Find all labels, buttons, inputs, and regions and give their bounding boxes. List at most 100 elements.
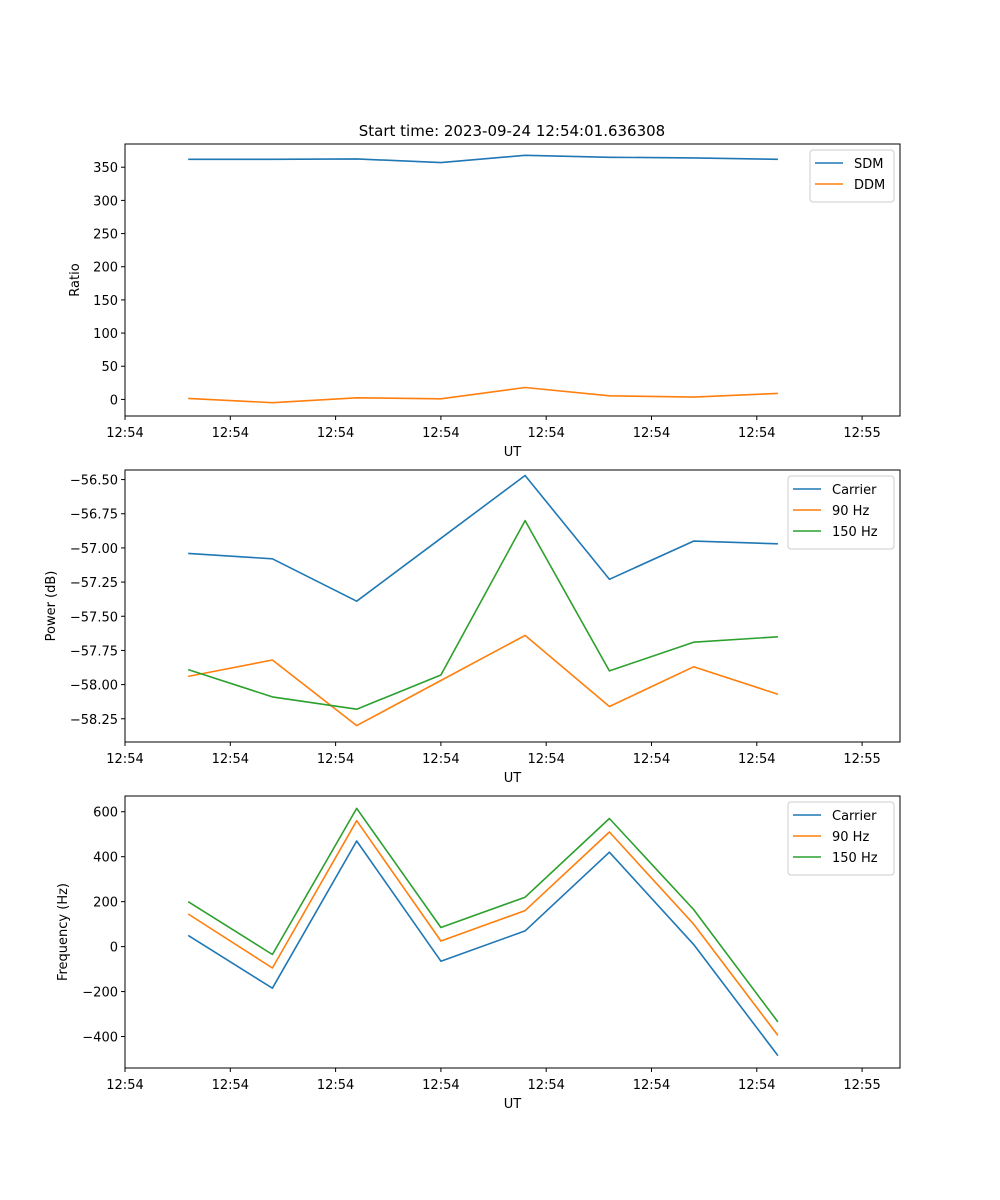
data-point-ddm xyxy=(440,398,442,400)
data-point-150-hz xyxy=(187,669,189,671)
legend-label: SDM xyxy=(854,157,883,172)
y-axis-label: Frequency (Hz) xyxy=(56,883,71,981)
y-tick-label: 150 xyxy=(93,294,118,309)
data-point-carrier xyxy=(524,930,526,932)
data-point-90-hz xyxy=(524,910,526,912)
x-tick-label: 12:54 xyxy=(212,426,249,441)
y-axis-label: Power (dB) xyxy=(44,571,59,642)
data-point-sdm xyxy=(440,162,442,164)
x-tick-label: 12:54 xyxy=(738,1078,775,1093)
y-tick-label: 400 xyxy=(93,851,118,866)
y-tick-label: 50 xyxy=(101,360,118,375)
data-point-ddm xyxy=(271,402,273,404)
data-point-150-hz xyxy=(693,641,695,643)
y-tick-label: −400 xyxy=(82,1031,118,1046)
data-point-150-hz xyxy=(440,927,442,929)
legend-label: 90 Hz xyxy=(832,504,869,519)
data-point-carrier xyxy=(271,558,273,560)
data-point-ddm xyxy=(693,396,695,398)
x-axis-label: UT xyxy=(504,1097,522,1112)
legend-label: 150 Hz xyxy=(832,525,878,540)
y-tick-label: −57.25 xyxy=(70,576,118,591)
x-tick-label: 12:54 xyxy=(738,752,775,767)
data-point-sdm xyxy=(777,158,779,160)
data-point-90-hz xyxy=(693,666,695,668)
data-point-150-hz xyxy=(187,901,189,903)
x-axis-label: UT xyxy=(504,771,522,786)
data-point-150-hz xyxy=(608,670,610,672)
x-tick-label: 12:54 xyxy=(633,426,670,441)
data-point-carrier xyxy=(271,987,273,989)
y-tick-label: −58.00 xyxy=(70,679,118,694)
data-point-90-hz xyxy=(524,634,526,636)
data-point-ddm xyxy=(524,386,526,388)
legend-label: 90 Hz xyxy=(832,830,869,845)
data-point-sdm xyxy=(693,157,695,159)
x-tick-label: 12:54 xyxy=(422,752,459,767)
data-point-150-hz xyxy=(440,674,442,676)
data-point-carrier xyxy=(777,543,779,545)
data-point-90-hz xyxy=(271,967,273,969)
figure-title: Start time: 2023-09-24 12:54:01.636308 xyxy=(359,122,665,140)
x-axis-label: UT xyxy=(504,445,522,460)
x-tick-label: 12:54 xyxy=(633,1078,670,1093)
x-tick-label: 12:54 xyxy=(633,752,670,767)
series-line-sdm xyxy=(188,154,778,164)
data-point-carrier xyxy=(356,840,358,842)
x-tick-label: 12:55 xyxy=(843,1078,880,1093)
power-panel: −58.25 −58.00 −57.75 −57.50 −57.25 −57.00 −56.… xyxy=(44,469,901,786)
data-point-sdm xyxy=(608,156,610,158)
y-tick-label: −57.50 xyxy=(70,610,118,625)
x-tick-label: 12:54 xyxy=(317,1078,354,1093)
y-tick-label: −58.25 xyxy=(70,713,118,728)
x-tick-label: 12:54 xyxy=(212,752,249,767)
data-point-sdm xyxy=(356,158,358,160)
y-tick-label: −57.75 xyxy=(70,644,118,659)
data-point-carrier xyxy=(440,960,442,962)
y-tick-label: 0 xyxy=(110,393,118,408)
data-point-90-hz xyxy=(693,923,695,925)
data-point-90-hz xyxy=(608,705,610,707)
data-point-carrier xyxy=(187,934,189,936)
y-tick-label: 200 xyxy=(93,896,118,911)
data-point-150-hz xyxy=(271,953,273,955)
data-point-90-hz xyxy=(356,820,358,822)
data-point-carrier xyxy=(608,851,610,853)
data-point-90-hz xyxy=(440,940,442,942)
data-point-ddm xyxy=(356,397,358,399)
y-tick-label: 350 xyxy=(93,161,118,176)
y-tick-label: 100 xyxy=(93,327,118,342)
data-point-150-hz xyxy=(777,1021,779,1023)
data-point-150-hz xyxy=(524,520,526,522)
x-tick-label: 12:54 xyxy=(527,1078,564,1093)
data-point-ddm xyxy=(608,395,610,397)
legend-label: DDM xyxy=(854,178,885,193)
y-tick-label: 250 xyxy=(93,228,118,243)
legend-label: Carrier xyxy=(832,483,877,498)
axes-frame xyxy=(124,469,901,743)
y-tick-label: 300 xyxy=(93,194,118,209)
data-point-sdm xyxy=(524,154,526,156)
series-line-150-hz xyxy=(187,519,778,711)
x-tick-label: 12:54 xyxy=(527,426,564,441)
legend-label: Carrier xyxy=(832,809,877,824)
data-point-carrier xyxy=(608,578,610,580)
series-line-150-hz xyxy=(187,807,779,1023)
x-tick-label: 12:54 xyxy=(106,426,143,441)
data-point-90-hz xyxy=(440,679,442,681)
data-point-ddm xyxy=(187,397,189,399)
series-line-90-hz xyxy=(188,634,779,727)
y-tick-label: 600 xyxy=(93,806,118,821)
data-point-150-hz xyxy=(608,817,610,819)
data-point-sdm xyxy=(187,158,189,160)
data-point-150-hz xyxy=(693,909,695,911)
y-tick-label: 200 xyxy=(93,261,118,276)
x-tick-label: 12:55 xyxy=(843,752,880,767)
x-tick-label: 12:54 xyxy=(422,1078,459,1093)
data-point-carrier xyxy=(693,943,695,945)
axes-frame xyxy=(124,795,901,1069)
data-point-carrier xyxy=(440,537,442,539)
data-point-carrier xyxy=(777,1055,779,1057)
series-line-carrier xyxy=(187,840,779,1057)
